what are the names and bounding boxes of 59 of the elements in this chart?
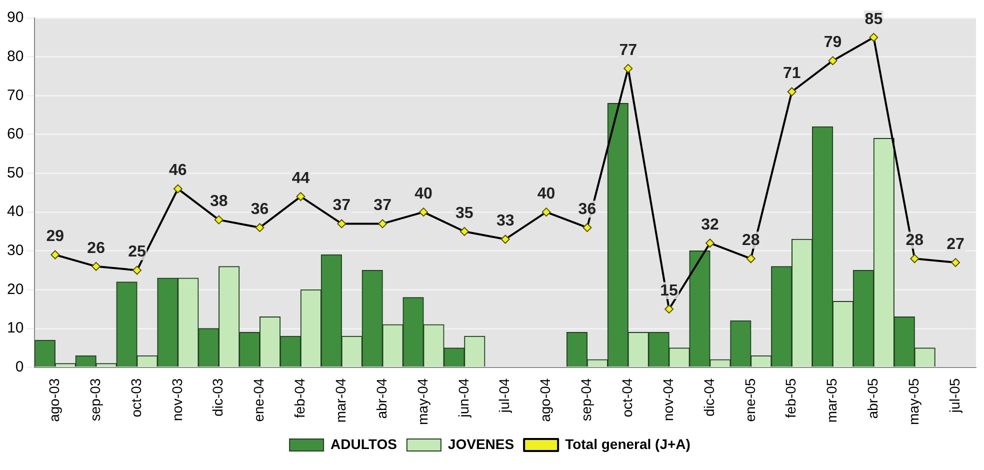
x-tick-label: feb-04 (292, 378, 308, 418)
x-tick-label: sep-03 (86, 378, 103, 422)
x-tick-label: dic-04 (700, 378, 717, 416)
x-tick-label: sep-04 (578, 378, 594, 422)
data-label: 38 (210, 193, 228, 210)
x-tick-label: oct-03 (128, 378, 144, 418)
data-label: 85 (864, 10, 883, 28)
y-tick-label: 70 (6, 86, 24, 104)
data-label: 29 (46, 228, 64, 246)
data-label: 77 (619, 42, 638, 59)
data-label: 25 (128, 244, 146, 261)
x-tick-label: may-05 (905, 378, 922, 426)
data-label: 36 (578, 200, 596, 218)
y-tick-label: 20 (6, 280, 24, 298)
x-tick-label: ago-04 (537, 378, 554, 422)
legend-label: ADULTOS (330, 436, 397, 452)
y-tick-label: 10 (6, 320, 24, 337)
data-label: 32 (701, 216, 719, 234)
x-tick-label: jul-05 (946, 378, 962, 414)
data-label: 37 (374, 197, 392, 214)
data-label: 79 (824, 34, 842, 52)
data-label: 36 (250, 200, 269, 218)
x-tick-label: feb-05 (782, 378, 799, 418)
x-tick-label: mar-05 (824, 378, 840, 423)
y-tick-label: 0 (15, 358, 24, 376)
y-tick-label: 60 (6, 126, 24, 143)
x-tick-label: ago-03 (46, 378, 62, 422)
data-label: 27 (946, 236, 965, 253)
y-tick-label: 80 (6, 48, 24, 65)
data-label: 40 (414, 185, 432, 202)
data-label: 15 (660, 282, 678, 300)
x-tick-label: nov-03 (168, 378, 185, 422)
y-tick-label: 90 (6, 9, 24, 26)
data-label: 40 (537, 185, 556, 202)
y-tick-label: 30 (6, 242, 24, 260)
data-label: 71 (782, 65, 801, 82)
x-tick-label: ene-04 (250, 378, 267, 422)
data-label: 28 (742, 232, 760, 250)
x-tick-label: jul-04 (496, 378, 512, 414)
data-label: 37 (332, 197, 351, 214)
y-tick-label: 50 (6, 164, 24, 182)
data-label: 35 (456, 204, 474, 222)
x-tick-label: oct-04 (618, 378, 635, 418)
data-label: 46 (169, 162, 187, 180)
x-tick-label: abr-04 (373, 378, 390, 419)
x-tick-label: ene-05 (742, 378, 758, 422)
x-tick-label: nov-04 (660, 378, 676, 422)
x-tick-label: mar-04 (332, 378, 348, 423)
x-tick-label: may-04 (414, 378, 430, 426)
y-tick-label: 40 (6, 203, 24, 220)
x-tick-label: abr-05 (864, 378, 881, 419)
legend-label: Total general (J+A) (565, 436, 690, 452)
data-label: 33 (496, 212, 514, 230)
data-label: 26 (87, 240, 106, 257)
legend-label: JOVENES (448, 436, 514, 452)
data-label: 44 (292, 170, 310, 187)
x-tick-label: dic-03 (210, 378, 226, 416)
data-label: 28 (906, 232, 924, 250)
x-tick-label: jun-04 (455, 378, 472, 418)
